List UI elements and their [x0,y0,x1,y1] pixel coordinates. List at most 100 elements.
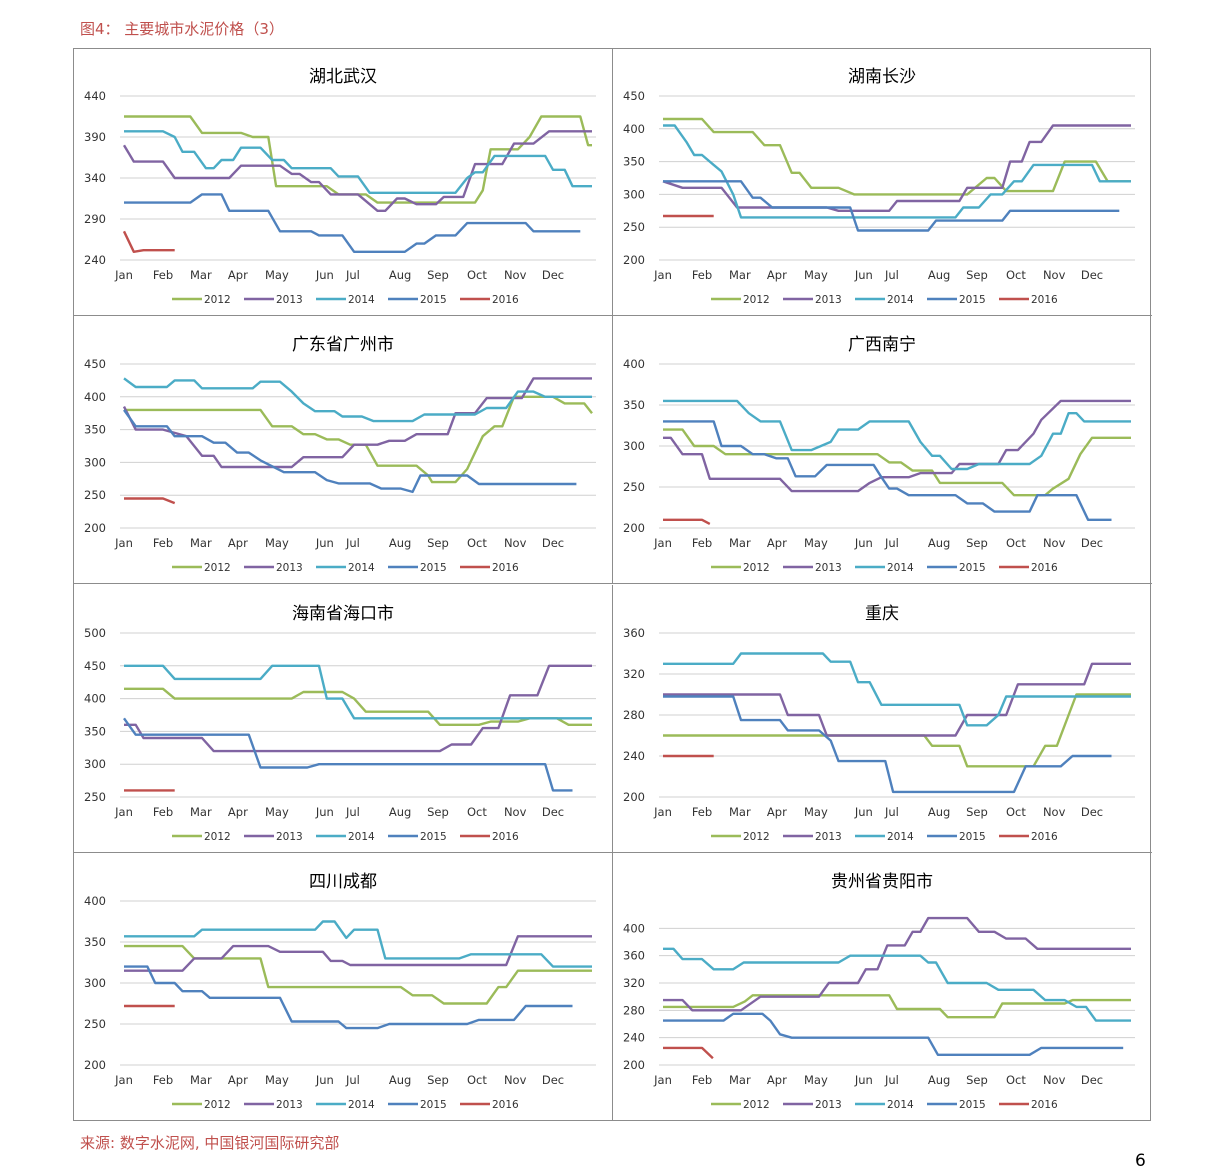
y-tick-label: 240 [623,1031,645,1045]
x-tick-label: Dec [1081,536,1103,550]
x-tick-label: Jan [653,1073,672,1087]
legend-label: 2015 [420,1099,447,1111]
x-tick-label: Jan [653,536,672,550]
series-line-2012 [663,428,1131,497]
x-tick-label: Jul [884,536,899,550]
legend-label: 2013 [276,831,303,843]
legend-label: 2012 [204,1099,231,1111]
x-tick-label: Sep [966,268,988,282]
x-tick-label: Nov [1043,268,1066,282]
series-line-2014 [663,947,1131,1022]
x-tick-label: Jun [854,805,873,819]
series-line-2014 [124,664,592,720]
x-tick-label: May [804,1073,828,1087]
legend-label: 2014 [887,294,914,306]
x-tick-label: Oct [467,536,487,550]
legend-label: 2014 [348,831,375,843]
chart-panel: 湖南长沙 200 250 300 350 400 450 Jan Feb Mar Apr May Jun… [613,48,1152,316]
series-line-2013 [124,935,592,972]
x-tick-label: Feb [692,805,712,819]
legend-label: 2016 [1031,294,1058,306]
x-tick-label: Sep [966,536,988,550]
y-tick-label: 250 [623,220,645,234]
x-tick-label: May [804,805,828,819]
x-tick-label: Jul [884,805,899,819]
legend-label: 2016 [492,1099,519,1111]
x-tick-label: Jul [884,268,899,282]
legend-label: 2016 [492,831,519,843]
y-tick-label: 250 [623,480,645,494]
chart-panel: 重庆 200 240 280 320 360 Jan Feb Mar Apr May Jun Jul Au… [613,585,1152,853]
x-tick-label: Sep [966,805,988,819]
x-tick-label: Jul [345,805,360,819]
legend-label: 2015 [420,831,447,843]
x-tick-label: Aug [389,536,411,550]
x-tick-label: Oct [467,268,487,282]
y-tick-label: 200 [623,521,645,535]
x-tick-label: Aug [389,1073,411,1087]
x-tick-label: Apr [767,536,787,550]
chart-title: 广西南宁 [848,335,916,355]
legend-label: 2015 [420,562,447,574]
x-tick-label: Aug [928,1073,950,1087]
y-tick-label: 200 [84,1058,106,1072]
x-tick-label: May [265,268,289,282]
x-tick-label: Mar [190,1073,212,1087]
x-tick-label: Oct [1006,1073,1026,1087]
x-tick-label: Oct [467,1073,487,1087]
y-tick-label: 290 [84,212,106,226]
y-tick-label: 350 [623,398,645,412]
legend-label: 2014 [887,831,914,843]
x-tick-label: Feb [153,268,173,282]
x-tick-label: Dec [542,805,564,819]
chart-title: 重庆 [865,604,899,624]
x-tick-label: Jun [315,805,334,819]
x-tick-label: Nov [504,268,527,282]
series-line-2012 [124,115,592,204]
y-tick-label: 340 [84,171,106,185]
x-tick-label: Aug [928,268,950,282]
y-tick-label: 280 [623,708,645,722]
y-tick-label: 400 [623,122,645,136]
x-tick-label: Apr [228,536,248,550]
x-tick-label: Sep [427,536,449,550]
series-line-2014 [663,652,1131,727]
x-tick-label: Jul [345,536,360,550]
x-tick-label: Nov [504,536,527,550]
x-tick-label: Jul [345,268,360,282]
y-tick-label: 500 [84,626,106,640]
x-tick-label: Feb [692,536,712,550]
x-tick-label: Dec [1081,268,1103,282]
y-tick-label: 350 [84,935,106,949]
legend-label: 2012 [204,562,231,574]
x-tick-label: Oct [1006,268,1026,282]
y-tick-label: 300 [623,187,645,201]
legend-label: 2013 [815,1099,842,1111]
x-tick-label: Dec [542,268,564,282]
x-tick-label: Apr [767,1073,787,1087]
y-tick-label: 400 [84,692,106,706]
legend-label: 2016 [1031,562,1058,574]
x-tick-label: Dec [1081,1073,1103,1087]
y-tick-label: 200 [623,253,645,267]
x-tick-label: Sep [427,805,449,819]
x-tick-label: Mar [729,536,751,550]
x-tick-label: Apr [228,268,248,282]
series-line-2015 [124,193,581,254]
x-tick-label: Jan [114,805,133,819]
y-tick-label: 240 [623,749,645,763]
x-tick-label: Aug [389,268,411,282]
series-line-2015 [123,717,573,792]
series-line-2016 [124,497,176,505]
series-line-2012 [663,117,1131,196]
x-tick-label: Dec [542,1073,564,1087]
legend-label: 2012 [743,1099,770,1111]
x-tick-label: Nov [1043,805,1066,819]
series-line-2012 [663,994,1131,1019]
x-tick-label: Apr [767,805,787,819]
y-tick-label: 320 [623,976,645,990]
figure-title: 图4： 主要城市水泥价格（3） [80,20,284,38]
line-chart: 广西南宁 200 250 300 350 400 Jan Feb Mar Apr May Jun Jul… [623,335,1135,574]
chart-title: 四川成都 [309,872,377,892]
series-line-2013 [663,662,1131,737]
